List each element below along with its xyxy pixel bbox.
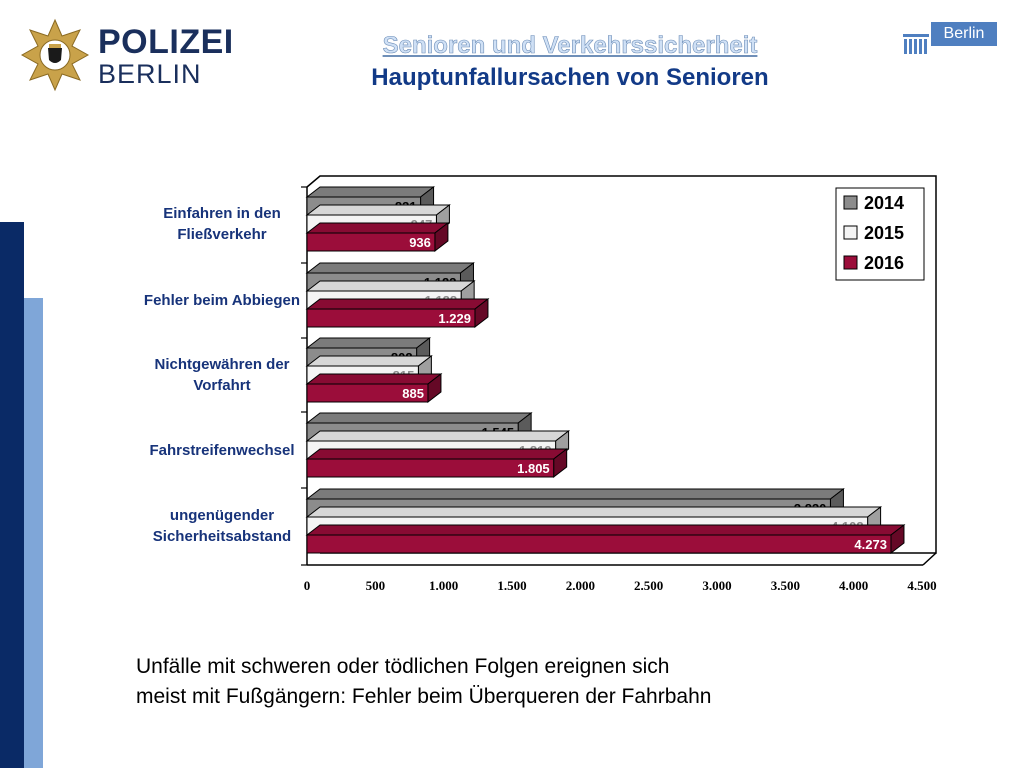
bar-chart: 8319479361.1231.1281.2298028158851.5451.…: [144, 175, 937, 593]
caption-text: Unfälle mit schweren oder tödlichen Folg…: [136, 652, 916, 712]
bar-top-face: [305, 204, 451, 216]
caption-line2: meist mit Fußgängern: Fehler beim Überqu…: [136, 685, 712, 708]
x-tick-label: 500: [366, 578, 386, 593]
bar-value-label: 1.805: [517, 461, 550, 476]
bar-front-face: [306, 383, 429, 403]
berlin-logo: Berlin: [903, 22, 997, 56]
slide-title: Senioren und Verkehrssicherheit: [382, 32, 758, 60]
bar-top-face: [305, 222, 450, 234]
police-wordmark-line1: POLIZEI: [98, 23, 234, 61]
police-star-logo-icon: [20, 18, 90, 92]
bar-top-face: [305, 430, 571, 442]
legend-swatch-2015: [843, 225, 858, 240]
floor-edge-line: [922, 552, 937, 566]
bar-value-label: 936: [409, 235, 431, 250]
bar-top-face: [305, 412, 533, 424]
x-tick-label: 2.500: [634, 578, 663, 593]
accent-bar-light: [24, 298, 43, 768]
legend-label-2015: 2015: [864, 223, 904, 243]
legend-label-2014: 2014: [864, 193, 904, 213]
bar-top-face: [305, 506, 883, 518]
legend-swatch-2014: [843, 195, 858, 210]
category-label: Nichtgewähren der Vorfahrt: [154, 356, 289, 394]
x-tick-label: 4.000: [839, 578, 868, 593]
bar-front-face: [306, 308, 476, 328]
legend-swatch-2016: [843, 255, 858, 270]
x-tick-label: 1.500: [497, 578, 526, 593]
caption-line1: Unfälle mit schweren oder tödlichen Folg…: [136, 655, 670, 678]
bar-value-label: 885: [402, 386, 424, 401]
bar-value-label: 4.273: [854, 537, 887, 552]
x-tick-label: 3.500: [771, 578, 800, 593]
police-wordmark-line2: BERLIN: [98, 59, 202, 89]
bar-front-face: [306, 534, 892, 554]
berlin-logo-text: Berlin: [931, 22, 997, 46]
category-label: Einfahren in den Fließverkehr: [163, 205, 281, 243]
bar-top-face: [305, 262, 475, 274]
x-tick-label: 4.500: [907, 578, 936, 593]
bar-top-face: [305, 355, 433, 367]
police-berlin-wordmark: POLIZEI BERLIN: [98, 25, 234, 88]
bar-value-label: 1.229: [438, 311, 471, 326]
x-tick-label: 1.000: [429, 578, 458, 593]
bar-top-face: [305, 488, 845, 500]
bar-2016-2: 885: [305, 372, 443, 404]
x-tick-label: 2.000: [566, 578, 595, 593]
bar-2016-0: 936: [305, 221, 450, 253]
legend-label-2016: 2016: [864, 253, 904, 273]
bar-2016-4: 4.273: [305, 523, 906, 555]
x-tick-label: 3.000: [702, 578, 731, 593]
bar-top-face: [305, 337, 432, 349]
accent-bar-dark: [0, 222, 24, 768]
category-label: Fahrstreifenwechsel: [149, 442, 294, 459]
bar-top-face: [305, 524, 906, 536]
slide-subtitle: Hauptunfallursachen von Senioren: [371, 64, 769, 91]
category-label: ungenügender Sicherheitsabstand: [153, 507, 291, 545]
brandenburg-gate-icon: [903, 34, 929, 54]
bar-top-face: [305, 186, 436, 198]
bar-front-face: [306, 232, 436, 252]
bar-top-face: [305, 298, 490, 310]
bar-front-face: [306, 458, 555, 478]
bar-2016-3: 1.805: [305, 447, 569, 479]
bar-top-face: [305, 373, 443, 385]
x-tick-label: 0: [304, 578, 311, 593]
category-label: Fehler beim Abbiegen: [144, 292, 300, 309]
bar-top-face: [305, 448, 569, 460]
bar-top-face: [305, 280, 476, 292]
bar-2016-1: 1.229: [305, 297, 490, 329]
